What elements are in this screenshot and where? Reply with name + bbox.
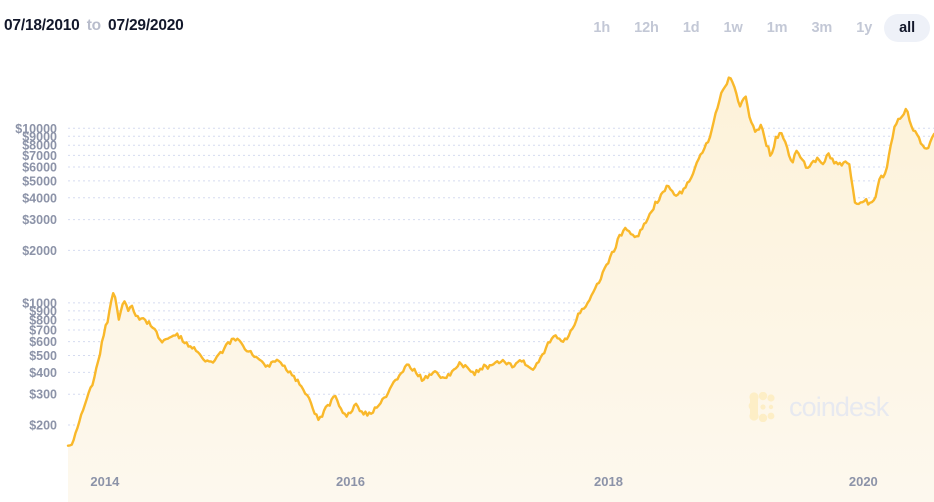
y-axis-labels: $200 $300 $400 $500$600$700$800$900$1000 $20… — [15, 122, 57, 433]
price-line-chart: $200 $300 $400 $500$600$700$800$900$1000 $20… — [15, 76, 934, 502]
range-button-3m[interactable]: 3m — [799, 15, 844, 42]
y-axis-tick-10000: $10000 — [15, 122, 57, 136]
y-axis-tick-400: $400 — [29, 366, 57, 380]
range-button-1h[interactable]: 1h — [581, 15, 622, 42]
date-range-separator: to — [86, 17, 101, 34]
range-button-1m[interactable]: 1m — [755, 15, 800, 42]
y-axis-tick-300: $300 — [29, 388, 57, 402]
y-axis-tick-800: $800 — [29, 313, 57, 327]
y-axis-tick-700: $700 — [29, 323, 57, 337]
date-range-display: 07/18/2010 to 07/29/2020 — [4, 17, 184, 35]
range-button-1y[interactable]: 1y — [844, 15, 884, 42]
y-axis-tick-1000: $1000 — [22, 296, 57, 310]
y-axis-tick-3000: $3000 — [22, 213, 57, 227]
x-axis-tick-2020: 2020 — [849, 474, 878, 489]
y-axis-tick-6000: $6000 — [22, 161, 57, 175]
y-axis-tick-500: $500 — [29, 349, 57, 363]
price-line — [66, 76, 934, 447]
range-button-all[interactable]: all — [884, 13, 930, 43]
x-axis-tick-2016: 2016 — [336, 474, 365, 489]
range-button-1d[interactable]: 1d — [671, 15, 712, 42]
date-range-from: 07/18/2010 — [4, 17, 80, 34]
y-axis-tick-200: $200 — [29, 418, 57, 432]
time-range-selector[interactable]: 1h 12h 1d 1w 1m 3m 1y all — [581, 12, 930, 44]
range-button-12h[interactable]: 12h — [622, 15, 671, 42]
x-axis-labels: 2014 2016 2018 2020 — [90, 474, 877, 489]
x-axis-tick-2018: 2018 — [594, 474, 623, 489]
date-range-to: 07/29/2020 — [108, 17, 184, 34]
y-axis-tick-7000: $7000 — [22, 149, 57, 163]
range-button-1w[interactable]: 1w — [712, 15, 755, 42]
x-axis-tick-2014: 2014 — [90, 474, 120, 489]
y-axis-tick-900: $900 — [29, 304, 57, 318]
y-axis-tick-5000: $5000 — [22, 174, 57, 188]
y-axis-tick-600: $600 — [29, 335, 57, 349]
chart-toolbar: 07/18/2010 to 07/29/2020 1h 12h 1d 1w 1m 3m 1y… — [0, 0, 934, 58]
y-axis-tick-9000: $9000 — [22, 130, 57, 144]
chart-plot-area[interactable]: $200 $300 $400 $500 $600 $700 $800 $900 $1000 $20… — [0, 58, 934, 502]
y-axis-tick-8000: $8000 — [22, 139, 57, 153]
y-axis-tick-2000: $2000 — [22, 244, 57, 258]
price-area-fill — [68, 77, 934, 502]
y-axis-tick-4000: $4000 — [22, 191, 57, 205]
